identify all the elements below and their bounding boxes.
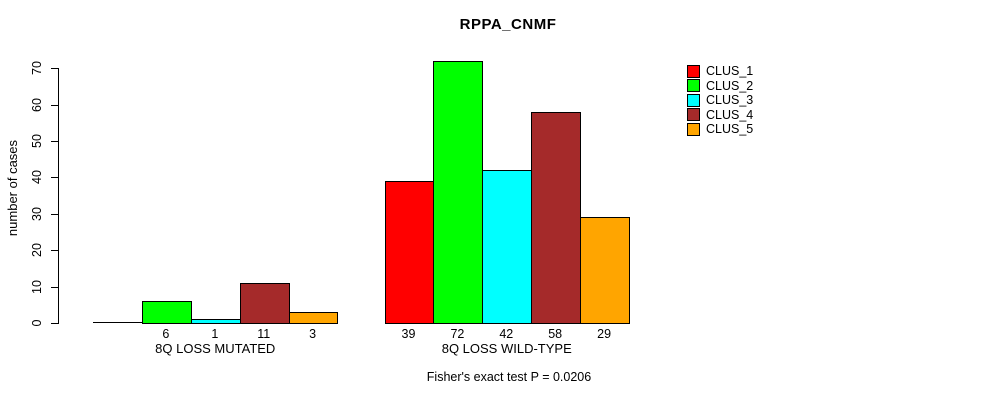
bar-clus-2-8q-loss-mutated [141, 301, 192, 324]
bar-clus-5-8q-loss-wild-type [580, 217, 630, 324]
bar-value-label-clus-3-8q-loss-mutated: 1 [211, 327, 219, 341]
legend-item-clus-1: CLUS_1 [687, 64, 753, 78]
y-axis-tick [51, 250, 58, 252]
fisher-test-annotation: Fisher's exact test P = 0.0206 [426, 370, 592, 384]
y-axis-title: number of cases [4, 139, 20, 237]
y-axis-tick [51, 141, 58, 142]
legend-label-clus-4: CLUS_4 [706, 107, 754, 122]
y-axis-tick [51, 104, 58, 106]
legend-item-clus-3: CLUS_3 [687, 93, 753, 107]
bar-clus-2-8q-loss-wild-type [433, 60, 484, 324]
bar-value-label-clus-2-8q-loss-wild-type: 72 [450, 327, 465, 341]
bar-value-label-clus-4-8q-loss-mutated: 11 [257, 327, 271, 341]
bar-clus-3-8q-loss-mutated [190, 319, 241, 324]
y-axis-line [58, 68, 59, 324]
bar-value-label-clus-4-8q-loss-wild-type: 58 [548, 327, 563, 341]
legend-label-clus-1: CLUS_1 [706, 64, 754, 78]
legend-label-clus-5: CLUS_5 [706, 122, 754, 137]
y-axis-tick [51, 213, 58, 215]
bar-clus-1-8q-loss-wild-type [384, 181, 435, 324]
legend-swatch-clus-4 [687, 108, 700, 122]
y-axis-tick-label: 10 [30, 279, 44, 294]
y-axis-tick-label: 40 [30, 170, 44, 185]
y-axis-tick [51, 286, 58, 288]
y-axis-tick [51, 177, 58, 179]
bar-clus-1-8q-loss-mutated [93, 322, 143, 323]
bar-value-label-clus-5-8q-loss-wild-type: 29 [597, 327, 612, 341]
bar-clus-5-8q-loss-mutated [288, 312, 339, 324]
y-axis-tick [51, 323, 58, 324]
bar-value-label-clus-5-8q-loss-mutated: 3 [309, 327, 317, 341]
bar-clus-3-8q-loss-wild-type [482, 170, 533, 324]
group-label-8q-loss-mutated: 8Q LOSS MUTATED [155, 341, 276, 356]
y-axis-tick-label: 0 [30, 319, 44, 327]
bar-value-label-clus-1-8q-loss-wild-type: 39 [401, 327, 416, 341]
chart-title: RPPA_CNMF [459, 16, 557, 33]
legend-label-clus-2: CLUS_2 [706, 78, 754, 93]
bar-clus-4-8q-loss-wild-type [531, 111, 582, 324]
bar-clus-4-8q-loss-mutated [239, 282, 290, 324]
bar-value-label-clus-2-8q-loss-mutated: 6 [162, 327, 170, 341]
y-axis-tick-label: 20 [30, 243, 44, 258]
y-axis-tick-label: 60 [30, 97, 44, 112]
y-axis-tick-label: 70 [30, 61, 44, 76]
group-label-8q-loss-wild-type: 8Q LOSS WILD-TYPE [441, 341, 572, 356]
legend-item-clus-4: CLUS_4 [687, 108, 753, 122]
bar-value-label-clus-3-8q-loss-wild-type: 42 [499, 327, 514, 341]
legend-item-clus-5: CLUS_5 [687, 122, 753, 136]
y-axis-tick-label: 30 [30, 206, 44, 221]
legend-swatch-clus-5 [687, 122, 700, 136]
y-axis-tick-label: 50 [30, 134, 44, 148]
legend-label-clus-3: CLUS_3 [706, 93, 754, 108]
legend-item-clus-2: CLUS_2 [687, 79, 753, 93]
legend-swatch-clus-3 [687, 93, 700, 107]
legend-swatch-clus-2 [687, 79, 700, 93]
y-axis-tick [51, 68, 58, 70]
legend-swatch-clus-1 [687, 64, 700, 78]
